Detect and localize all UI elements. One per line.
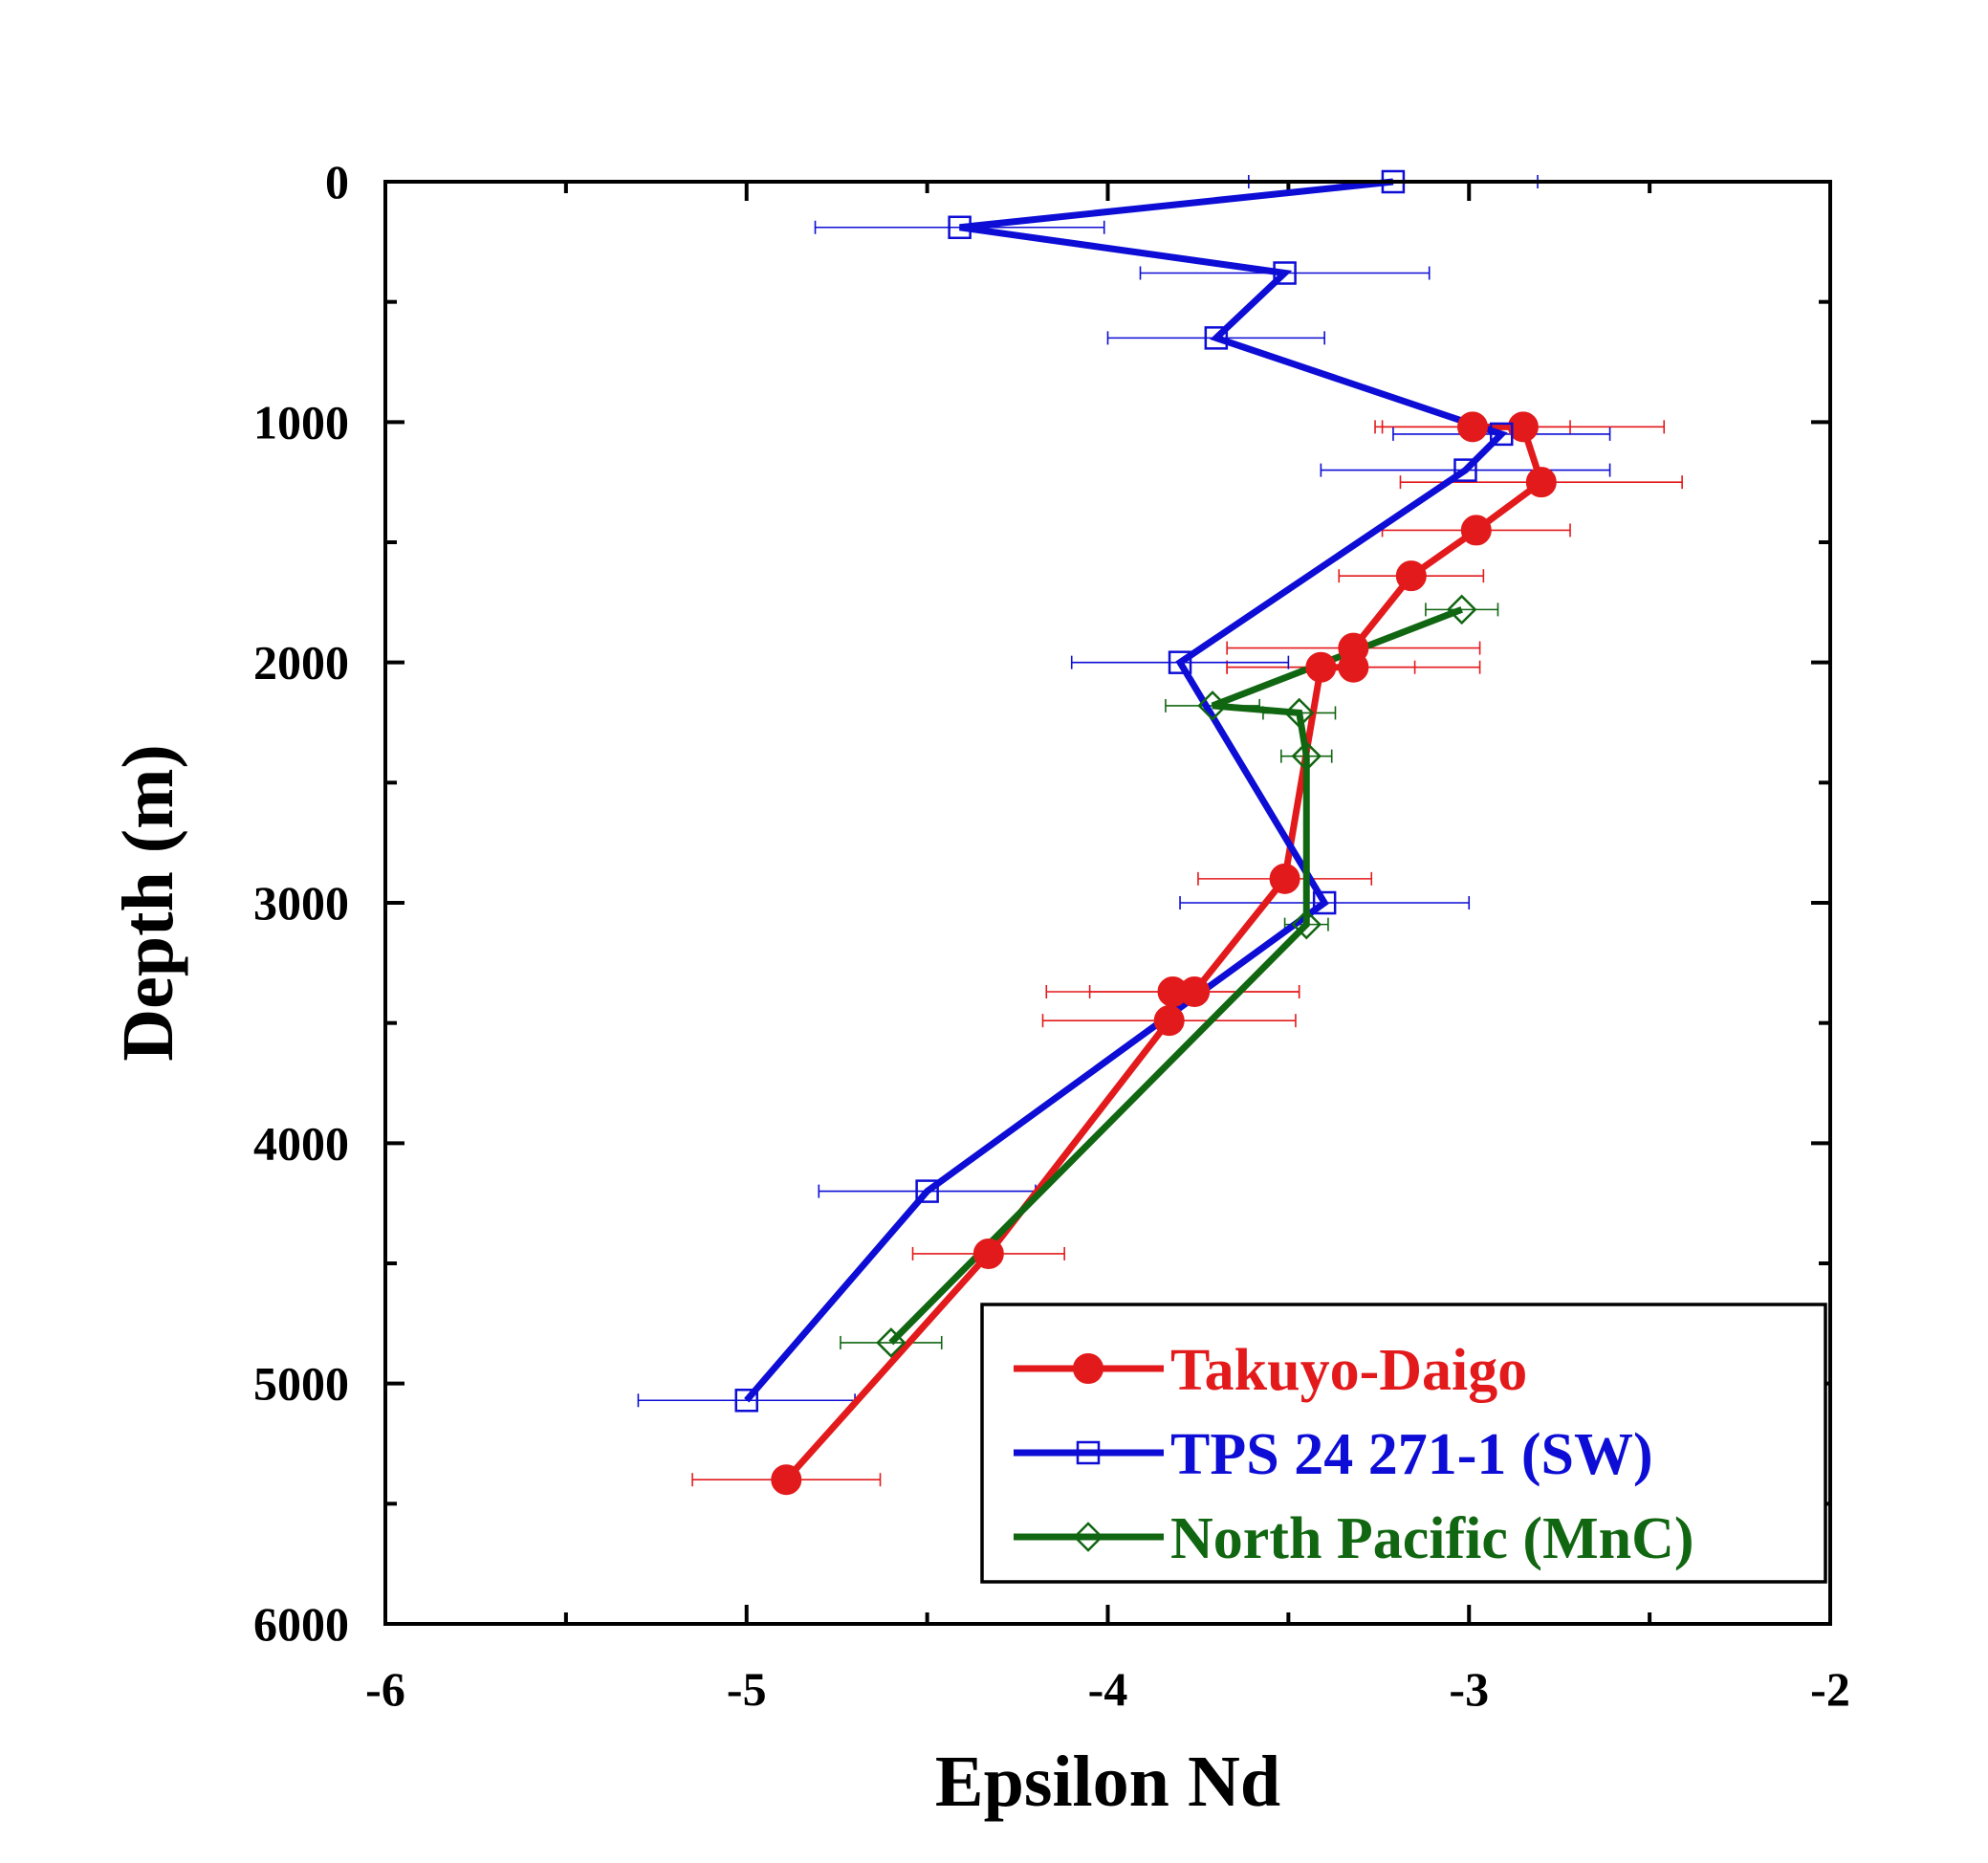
x-tick-label: -5 <box>727 1662 767 1716</box>
data-point <box>948 215 972 240</box>
data-point <box>1157 975 1189 1007</box>
y-tick-label: 4000 <box>253 1116 349 1170</box>
data-point <box>1312 890 1337 915</box>
legend-label: Takuyo-Daigo <box>1170 1338 1527 1403</box>
data-point <box>972 1238 1004 1269</box>
data-point <box>1291 909 1322 940</box>
series-markers <box>771 411 1557 1496</box>
y-axis-title: Depth (m) <box>108 744 188 1061</box>
series-markers <box>876 594 1477 1358</box>
series-markers <box>734 169 1514 1413</box>
x-tick-label: -3 <box>1449 1662 1489 1716</box>
data-point <box>1395 560 1427 592</box>
x-tick-label: -4 <box>1088 1662 1128 1716</box>
data-point <box>1153 1005 1185 1037</box>
plot-frame <box>383 180 1832 1626</box>
data-point <box>1076 1440 1101 1465</box>
x-axis-title: Epsilon Nd <box>935 1742 1280 1822</box>
data-point <box>771 1464 802 1496</box>
data-point <box>1283 697 1315 729</box>
y-tick-label: 0 <box>325 155 349 208</box>
data-point <box>1460 515 1492 546</box>
y-tick-label: 1000 <box>253 395 349 449</box>
data-point <box>1489 422 1514 447</box>
data-point <box>1446 594 1477 625</box>
data-point <box>1273 261 1297 285</box>
data-point <box>734 1389 758 1413</box>
data-point <box>1305 651 1337 683</box>
data-point <box>1338 651 1369 683</box>
data-point <box>876 1327 907 1358</box>
x-tick-label: -2 <box>1810 1662 1850 1716</box>
data-point <box>915 1179 939 1203</box>
data-point <box>1073 1522 1103 1552</box>
data-point <box>1204 326 1229 350</box>
legend-label: TPS 24 271-1 (SW) <box>1170 1422 1653 1487</box>
data-point <box>1457 411 1489 443</box>
data-point <box>1197 690 1228 721</box>
legend-label: North Pacific (MnC) <box>1170 1506 1694 1571</box>
y-tick-label: 5000 <box>253 1357 349 1411</box>
data-point <box>1269 863 1300 894</box>
data-point <box>1453 458 1477 482</box>
y-tick-label: 3000 <box>253 876 349 930</box>
y-tick-label: 6000 <box>253 1597 349 1651</box>
plot-area <box>637 169 1683 1496</box>
data-point <box>1291 740 1322 772</box>
y-tick-label: 2000 <box>253 636 349 690</box>
data-point <box>1073 1353 1103 1384</box>
data-point <box>1525 467 1557 498</box>
data-point <box>1168 650 1192 674</box>
tick-labels: -6 -5 -4 -3 -2 0 1000 2000 3000 4000 5000 6000 <box>253 155 1850 1716</box>
x-tick-label: -6 <box>365 1662 405 1716</box>
data-point <box>1507 411 1539 443</box>
legend: Takuyo-Daigo TPS 24 271-1 (SW) North Pacif… <box>980 1303 1827 1584</box>
series-line <box>888 606 1463 1346</box>
series-line <box>744 178 1508 1403</box>
